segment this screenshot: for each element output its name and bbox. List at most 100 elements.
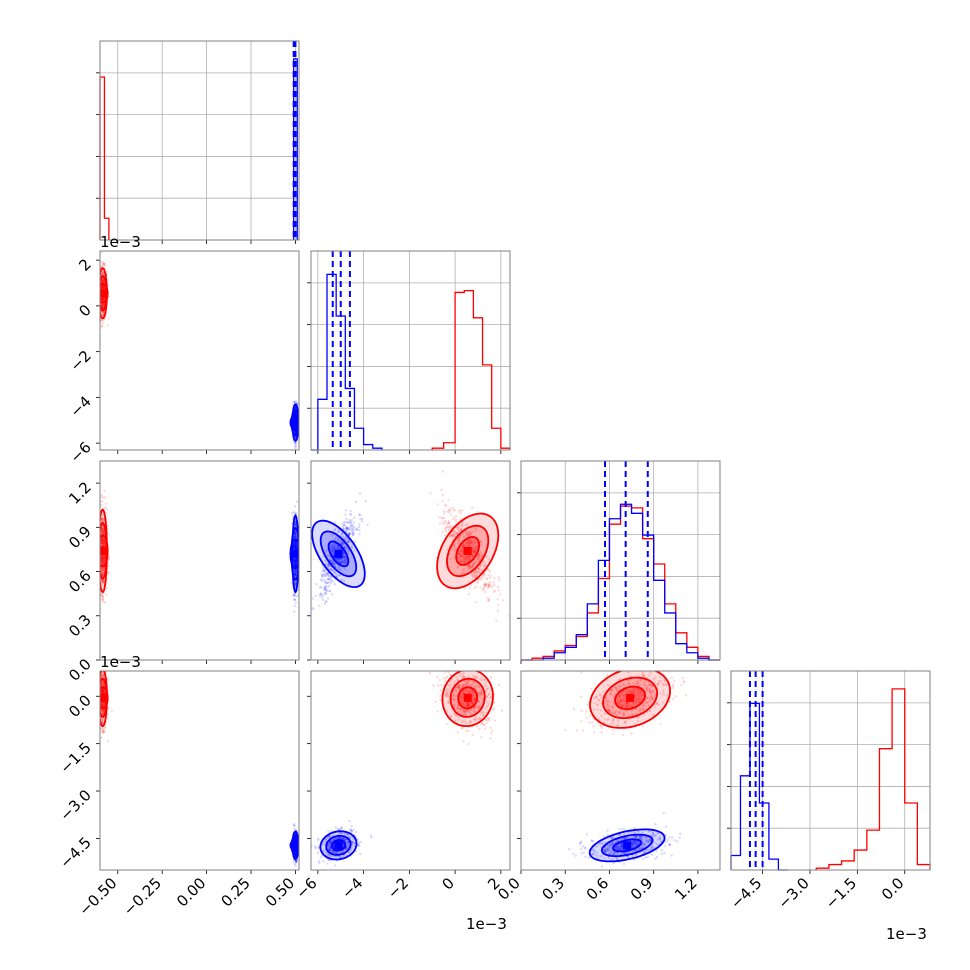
red-sample-point <box>484 584 487 587</box>
red-sample-point <box>102 530 105 533</box>
red-sample-point <box>101 568 105 572</box>
panel-frame <box>310 250 511 451</box>
red-sample-point <box>100 538 104 541</box>
red-sample-point <box>451 538 455 541</box>
red-sample-point <box>103 541 106 545</box>
diagonal-panel-0 <box>96 40 300 244</box>
blue-sample-point <box>348 527 352 531</box>
red-sample-point <box>457 549 461 553</box>
red-sample-point <box>101 319 104 323</box>
red-sample-point <box>102 303 105 306</box>
red-sample-point <box>102 581 105 584</box>
red-sample-point <box>480 555 484 558</box>
red-sample-point <box>457 565 460 568</box>
red-sample-point <box>452 533 455 536</box>
red-sample-point <box>102 540 106 544</box>
red-sample-point <box>492 590 495 593</box>
red-sample-point <box>453 547 457 550</box>
red-sample-point <box>101 556 105 560</box>
red-sample-point <box>486 599 490 603</box>
blue-sample-point <box>294 542 297 545</box>
red-sample-point <box>101 573 104 577</box>
blue-sample-point <box>344 509 348 512</box>
blue-sample-point <box>338 557 342 560</box>
red-sample-point <box>479 578 482 582</box>
red-sample-point <box>100 557 103 561</box>
red-sample-point <box>95 279 97 281</box>
red-sample-point <box>101 284 104 288</box>
red-sample-point <box>452 516 456 519</box>
red-sample-point <box>451 506 454 509</box>
red-sample-point <box>101 279 105 282</box>
blue-sample-point <box>326 563 330 566</box>
red-sample-point <box>101 298 104 302</box>
red-sample-point <box>101 304 105 307</box>
red-sample-point <box>439 689 442 692</box>
red-sample-point <box>101 279 104 282</box>
blue-sample-point <box>295 860 298 863</box>
blue-sample-point <box>294 412 297 415</box>
blue-sample-point <box>343 524 346 527</box>
blue-sample-point <box>294 582 297 585</box>
red-sample-point <box>97 524 99 526</box>
red-sample-point <box>468 531 472 534</box>
red-sample-point <box>100 702 103 705</box>
red-sample-point <box>447 667 449 669</box>
blue-density-peak <box>291 418 299 427</box>
blue-sample-point <box>327 574 330 577</box>
red-sample-point <box>102 286 105 289</box>
red-sample-point <box>101 299 104 302</box>
red-sample-point <box>101 270 105 273</box>
blue-sample-point <box>294 836 297 839</box>
red-sample-point <box>100 518 103 522</box>
blue-sample-point <box>295 559 298 562</box>
red-sample-point <box>105 270 109 273</box>
red-sample-point <box>101 721 105 724</box>
red-sample-point <box>102 542 105 545</box>
red-sample-point <box>450 533 454 537</box>
red-sample-point <box>497 603 500 606</box>
red-sample-point <box>97 674 99 676</box>
red-sample-point <box>104 506 107 509</box>
red-sample-point <box>103 560 106 563</box>
red-sample-point <box>96 551 98 553</box>
red-sample-point <box>103 286 106 289</box>
red-sample-point <box>100 691 103 695</box>
red-sample-point <box>101 689 104 692</box>
blue-sample-point <box>294 411 298 415</box>
red-sample-point <box>477 571 480 574</box>
red-sample-point <box>101 558 105 561</box>
red-sample-point <box>97 711 99 713</box>
red-sample-point <box>101 705 105 708</box>
blue-sample-point <box>295 546 298 550</box>
red-sample-point <box>484 582 487 585</box>
blue-sample-point <box>349 513 353 516</box>
blue-sample-point <box>325 581 329 584</box>
red-sample-point <box>103 262 106 266</box>
red-sample-point <box>482 572 486 576</box>
red-sample-point <box>96 686 98 688</box>
panel-frame <box>310 460 511 661</box>
red-sample-point <box>103 691 106 694</box>
red-sample-point <box>100 703 103 707</box>
blue-sample-point <box>294 430 297 433</box>
blue-sample-point <box>324 591 327 595</box>
red-sample-point <box>101 690 105 694</box>
red-sample-point <box>469 541 472 544</box>
red-sample-point <box>441 470 444 473</box>
red-sample-point <box>101 296 104 300</box>
red-sample-point <box>102 691 105 694</box>
blue-sample-point <box>294 547 297 551</box>
red-sample-point <box>101 532 104 535</box>
red-sample-point <box>477 558 481 561</box>
red-sample-point <box>100 536 104 540</box>
red-sample-point <box>100 296 103 300</box>
blue-sample-point <box>293 430 297 433</box>
red-sample-point <box>479 551 482 554</box>
blue-sample-point <box>325 572 329 575</box>
red-sample-point <box>442 677 446 680</box>
red-sample-point <box>457 539 460 542</box>
blue-sample-point <box>322 574 325 577</box>
blue-sample-point <box>293 572 296 576</box>
red-sample-point <box>474 545 477 549</box>
